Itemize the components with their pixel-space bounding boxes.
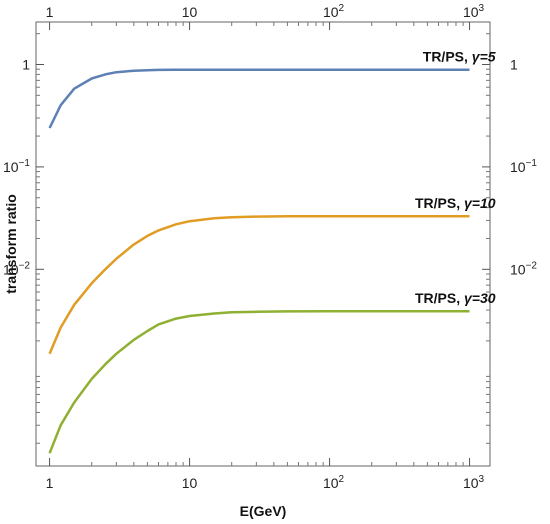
axis-tick-labels: 1 1 10 10 102 102 103 103 1 1 10−1 10−1 10−2 10−2 <box>3 3 537 491</box>
x-tick-label: 103 <box>463 474 485 491</box>
series-label-3: TR/PS, γ=30 <box>415 290 496 306</box>
series-line-1 <box>48 68 470 129</box>
y-tick-label-right: 10−1 <box>510 158 537 175</box>
y-tick-label: 1 <box>22 56 30 72</box>
x-tick-label: 1 <box>46 475 54 491</box>
series-labels: TR/PS, γ=5 TR/PS, γ=10 TR/PS, γ=30 <box>415 49 496 307</box>
x-tick-label: 10 <box>182 475 198 491</box>
plot-frame <box>35 21 491 467</box>
series-lines <box>48 68 470 454</box>
series-label-2: TR/PS, γ=10 <box>415 195 496 211</box>
y-axis-label: transform ratio <box>3 194 19 294</box>
x-tick-label-top: 102 <box>323 3 345 20</box>
y-tick-label: 10−2 <box>3 260 30 277</box>
x-tick-label-top: 103 <box>463 3 485 20</box>
series-line-3 <box>48 309 470 454</box>
series-line-2 <box>48 214 470 355</box>
x-axis-label: E(GeV) <box>240 503 287 519</box>
y-tick-label-right: 1 <box>510 56 518 72</box>
x-tick-label: 102 <box>323 474 345 491</box>
axis-ticks <box>36 22 490 466</box>
series-label-1: TR/PS, γ=5 <box>423 49 496 65</box>
y-tick-label-right: 10−2 <box>510 260 537 277</box>
x-tick-label-top: 1 <box>46 4 54 20</box>
x-tick-label-top: 10 <box>182 4 198 20</box>
y-tick-label: 10−1 <box>3 158 30 175</box>
